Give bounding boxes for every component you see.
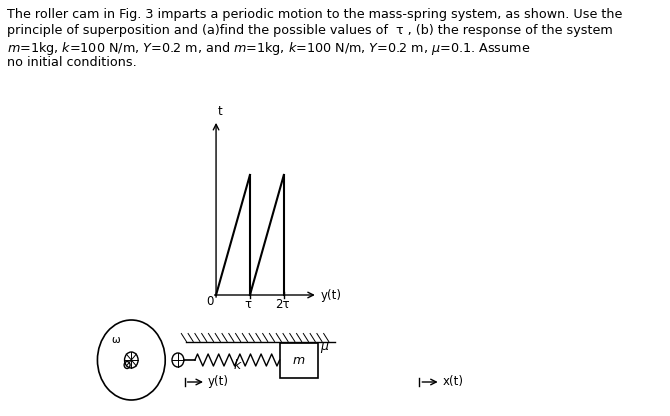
Text: ω: ω: [112, 335, 121, 345]
Text: principle of superposition and (a)find the possible values of  τ , (b) the respo: principle of superposition and (a)find t…: [7, 24, 612, 37]
Text: 0: 0: [206, 295, 214, 308]
Text: μ: μ: [320, 340, 328, 353]
Text: The roller cam in Fig. 3 imparts a periodic motion to the mass-spring system, as: The roller cam in Fig. 3 imparts a perio…: [7, 8, 622, 21]
Text: x(t): x(t): [442, 376, 463, 389]
Text: τ: τ: [245, 298, 252, 311]
Text: y(t): y(t): [208, 376, 228, 389]
Text: 2τ: 2τ: [275, 298, 289, 311]
Bar: [279, 342, 318, 377]
Text: no initial conditions.: no initial conditions.: [7, 56, 137, 69]
Text: m: m: [293, 354, 305, 366]
Text: k: k: [234, 359, 241, 372]
Text: t: t: [218, 105, 222, 118]
Text: $m$=1kg, $k$=100 N/m, $Y$=0.2 m, and $m$=1kg, $k$=100 N/m, $Y$=0.2 m, $\mu$=0.1.: $m$=1kg, $k$=100 N/m, $Y$=0.2 m, and $m$…: [7, 40, 530, 57]
Text: y(t): y(t): [320, 289, 341, 302]
